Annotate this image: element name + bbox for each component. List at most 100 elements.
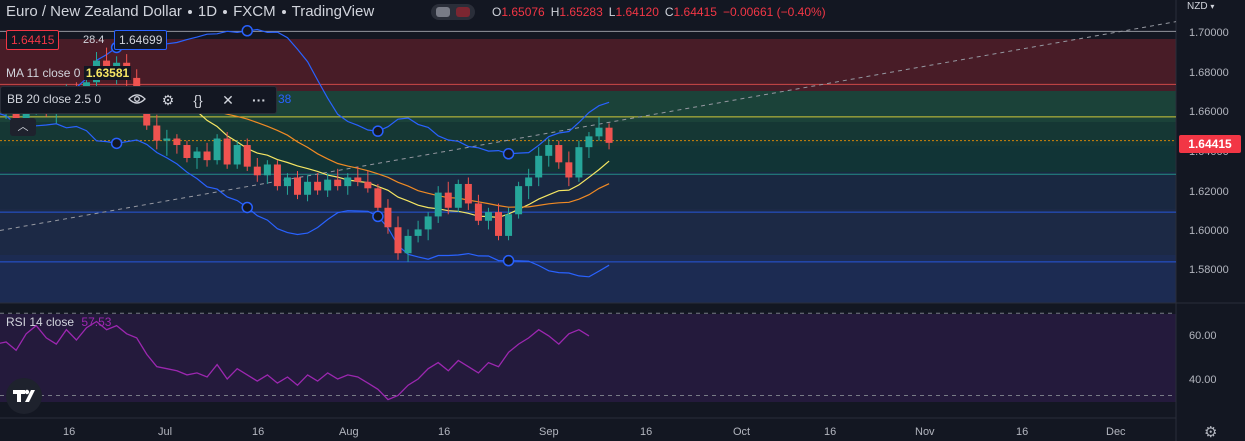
time-tick: 16: [640, 426, 653, 438]
symbol-name[interactable]: Euro / New Zealand Dollar: [6, 3, 182, 20]
market-status-toggle[interactable]: [431, 4, 475, 20]
source-code-icon[interactable]: {}: [193, 92, 203, 108]
time-tick: Dec: [1106, 426, 1126, 438]
candle-body: [575, 147, 583, 178]
ma-legend-value: 1.63581: [83, 66, 132, 80]
time-tick: Oct: [733, 426, 751, 438]
candle-body: [334, 179, 342, 187]
candle-body: [424, 216, 432, 230]
open-value: 1.65076: [501, 5, 545, 19]
toggle-knob-red-icon: [456, 7, 470, 17]
exchange-label: FXCM: [233, 3, 276, 20]
candle-body: [173, 138, 181, 146]
settings-gear-icon[interactable]: ⚙: [161, 92, 175, 108]
close-icon[interactable]: ✕: [222, 92, 234, 108]
buy-button[interactable]: 1.64699: [114, 30, 168, 50]
candle-body: [193, 151, 201, 158]
candle-body: [314, 181, 322, 191]
price-tick: 1.58000: [1189, 264, 1229, 276]
candle-body: [454, 183, 462, 208]
spread-value: 28.4: [83, 34, 105, 46]
candle-body: [324, 179, 332, 191]
price-tick: 1.62000: [1189, 186, 1229, 198]
tradingview-logo[interactable]: [6, 378, 42, 414]
more-options-icon[interactable]: ···: [252, 92, 266, 108]
chart-settings-gear-icon[interactable]: ⚙: [1204, 424, 1218, 441]
separator-dot: [223, 10, 228, 15]
time-tick: Jul: [158, 426, 173, 438]
candle-body: [273, 164, 281, 187]
bb-legend-toolbar[interactable]: BB 20 close 2.5 0 ⚙ {} ✕ ···: [0, 86, 277, 114]
candle-body: [555, 145, 563, 163]
collapse-legend-chevron-icon[interactable]: ︿: [10, 118, 36, 136]
ma-legend[interactable]: MA 11 close 0 1.63581: [6, 66, 132, 80]
zone-teal: [0, 146, 1176, 172]
candle-body: [163, 138, 171, 141]
band-anchor-marker: [241, 25, 253, 37]
time-tick: 16: [252, 426, 265, 438]
currency-selector[interactable]: NZD ▾: [1187, 1, 1214, 12]
source-label: TradingView: [291, 3, 375, 20]
candle-body: [495, 212, 502, 236]
candle-body: [22, 110, 30, 120]
ma-legend-label: MA 11 close 0: [6, 66, 81, 80]
candle-body: [394, 227, 402, 254]
candle-body: [404, 235, 412, 254]
price-tick: 1.68000: [1189, 67, 1229, 79]
price-tick: 1.66000: [1189, 106, 1229, 118]
band-anchor-marker: [110, 137, 123, 150]
close-value: 1.64415: [673, 5, 717, 19]
current-price-label: 1.64415: [1179, 135, 1241, 153]
candle-body: [525, 177, 533, 187]
candle-body: [253, 166, 261, 176]
candle-body: [545, 145, 553, 156]
price-tick: 1.60000: [1189, 225, 1229, 237]
candle-body: [364, 181, 372, 189]
candle-body: [464, 183, 472, 204]
band-anchor-marker: [502, 148, 515, 160]
tradingview-logo-icon: [13, 389, 35, 402]
toggle-knob-gray-icon: [436, 7, 450, 17]
candle-body: [505, 214, 513, 236]
currency-label: NZD: [1187, 1, 1208, 12]
candle-body: [283, 177, 291, 187]
interval-label[interactable]: 1D: [197, 3, 218, 20]
candle-body: [444, 192, 452, 208]
bb-legend-label: BB 20 close 2.5 0: [7, 92, 102, 106]
low-label: L: [608, 5, 616, 19]
band-anchor-marker: [372, 210, 384, 223]
candle-body: [414, 229, 422, 236]
rsi-tick: 60.00: [1189, 330, 1217, 342]
price-tick: 1.70000: [1189, 27, 1229, 39]
candle-body: [304, 181, 312, 195]
chevron-down-icon: ▾: [1210, 2, 1215, 11]
candle-body: [203, 151, 211, 161]
candle-body: [233, 145, 241, 165]
candle-body: [213, 138, 221, 161]
trend-line: [0, 21, 1177, 231]
candle-body: [585, 136, 593, 148]
band-anchor-marker: [502, 254, 515, 267]
high-value: 1.65283: [559, 5, 603, 19]
candle-body: [223, 138, 231, 165]
rsi-legend-value: 57.53: [81, 315, 112, 329]
candle-body: [474, 203, 482, 221]
rsi-line: [0, 320, 590, 401]
rsi-legend-label: RSI 14 close: [6, 315, 75, 329]
ohlc-readout: O1.65076 H1.65283 L1.64120 C1.64415 −0.00661…: [492, 5, 832, 19]
candle-body: [484, 212, 492, 221]
chart-title: Euro / New Zealand Dollar 1D FXCM TradingVi…: [6, 3, 374, 20]
rsi-legend[interactable]: RSI 14 close 57.53: [6, 315, 111, 329]
low-value: 1.64120: [615, 5, 659, 19]
candle-body: [263, 164, 271, 176]
candle-body: [535, 155, 543, 178]
change-value: −0.00661 (−0.40%): [722, 5, 826, 19]
separator-dot: [281, 10, 286, 15]
candle-body: [605, 127, 613, 143]
time-tick: Sep: [539, 426, 559, 438]
sell-button[interactable]: 1.64415: [6, 30, 60, 50]
time-tick: Aug: [339, 426, 359, 438]
eye-icon[interactable]: [127, 90, 147, 110]
candle-body: [294, 177, 301, 195]
